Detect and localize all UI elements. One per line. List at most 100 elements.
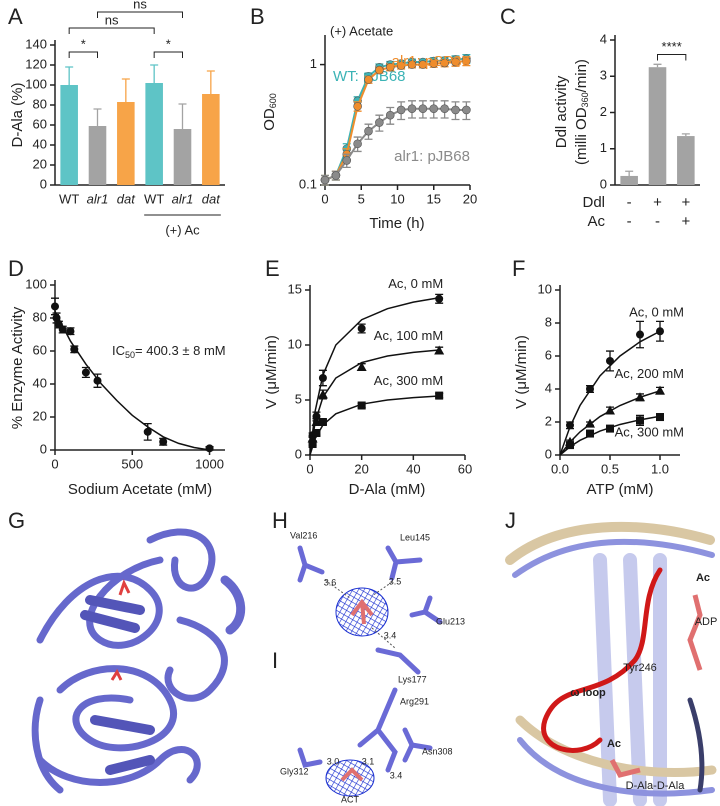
point: [605, 405, 615, 415]
x-tick-label: 0: [51, 456, 58, 471]
density-mesh: [325, 759, 375, 797]
structure-label: 3.1: [362, 756, 375, 766]
panel-label: J: [505, 508, 516, 533]
point: [364, 75, 373, 84]
significance-bracket: [153, 51, 183, 58]
point: [635, 392, 645, 402]
bond: [324, 579, 396, 649]
y-tick-label: 20: [33, 156, 47, 171]
panel-label: B: [250, 4, 265, 29]
y-axis-label-sub: 600: [268, 93, 278, 108]
row-value: +: [653, 194, 662, 211]
x-axis-label: Sodium Acetate (mM): [68, 481, 212, 498]
bar: [145, 83, 163, 185]
y-tick-label: 5: [295, 391, 302, 406]
significance-label: *: [166, 36, 171, 51]
point: [451, 105, 460, 115]
point: [407, 104, 417, 114]
series-label: Ac, 200 mM: [615, 366, 684, 381]
point: [656, 327, 664, 336]
point: [606, 356, 614, 365]
point: [566, 441, 574, 450]
point: [396, 61, 406, 70]
point: [429, 104, 439, 114]
y-axis-label-part: OD: [261, 108, 278, 131]
row-value: +: [681, 194, 690, 211]
ligand: [609, 594, 703, 778]
y-tick-label: 0: [295, 446, 302, 461]
series-label: Ac, 300 mM: [374, 373, 443, 388]
point: [318, 418, 327, 426]
fit-curve: [309, 395, 440, 456]
row-label: Ac: [587, 213, 605, 230]
point: [407, 60, 417, 69]
structure-label: ACT: [341, 794, 360, 804]
y-tick-label: 2: [600, 104, 607, 119]
significance-bracket: [68, 51, 98, 58]
point: [606, 424, 614, 433]
significance-bracket: [657, 54, 687, 61]
y-tick-label: 10: [288, 336, 302, 351]
error-bar: [206, 70, 215, 94]
point: [462, 105, 471, 115]
x-tick-label: 0: [306, 461, 313, 476]
x-tick-label: alr1: [87, 191, 109, 206]
panel-label: E: [265, 256, 280, 281]
point: [656, 413, 664, 422]
y-tick-label: 0: [545, 446, 552, 461]
fit-curve: [559, 390, 661, 456]
point: [451, 57, 460, 67]
series-label: alr1: pSP36: [392, 53, 470, 70]
point: [357, 401, 366, 410]
structure-label: 3.6: [324, 577, 337, 587]
y-tick-label: 140: [25, 36, 47, 51]
y-axis-label: D-Ala (%): [9, 82, 26, 147]
structure-label: Arg291: [400, 696, 429, 706]
point: [440, 104, 449, 114]
y-tick-label: 1: [600, 140, 607, 155]
structure-label: 3.4: [390, 770, 403, 780]
y-tick-label: 20: [33, 408, 47, 423]
point: [143, 427, 152, 436]
point: [655, 385, 665, 395]
point: [331, 171, 341, 180]
annotation-part: = 400.3 ± 8 mM: [135, 343, 226, 358]
point: [58, 325, 67, 334]
structure-label: Lys177: [398, 674, 427, 684]
point: [435, 294, 444, 303]
y-tick-label: 60: [33, 116, 47, 131]
x-axis-label: D-Ala (mM): [349, 481, 426, 498]
x-tick-label: 20: [354, 461, 368, 476]
y-tick-label: 0.1: [299, 176, 317, 191]
error-bar: [150, 64, 159, 83]
x-tick-label: 60: [458, 461, 472, 476]
point: [586, 385, 594, 393]
x-tick-label: 1000: [195, 456, 224, 471]
point: [93, 376, 102, 385]
j-structure: [505, 521, 717, 806]
y-tick-label: 0: [600, 176, 607, 191]
series-label: alr1: pJB68: [394, 148, 470, 165]
y-tick-label: 4: [600, 31, 607, 46]
point: [353, 102, 362, 111]
structure-label: 3.4: [384, 630, 397, 640]
y-tick-label: 6: [545, 347, 552, 362]
panel-label: C: [500, 4, 516, 29]
annotation: IC50= 400.3 ± 8 mM: [112, 343, 226, 360]
x-tick-label: 0: [321, 191, 328, 206]
y-tick-label: 1: [310, 56, 317, 71]
y-tick-label: 60: [33, 342, 47, 357]
point: [385, 62, 395, 72]
y-axis-label-sub: 360: [580, 92, 590, 107]
x-tick-label: 0.5: [601, 461, 619, 476]
bar: [117, 102, 135, 185]
y-tick-label: 3: [600, 68, 607, 83]
structure-label: Val216: [290, 530, 317, 540]
point: [429, 59, 439, 68]
panel-label: H: [272, 508, 288, 533]
error-bar: [625, 170, 634, 176]
structure-label: Ac: [696, 572, 710, 584]
panel-label: A: [8, 4, 23, 29]
error-bar: [93, 108, 102, 126]
y-axis-label-part: (milli OD: [573, 107, 590, 165]
